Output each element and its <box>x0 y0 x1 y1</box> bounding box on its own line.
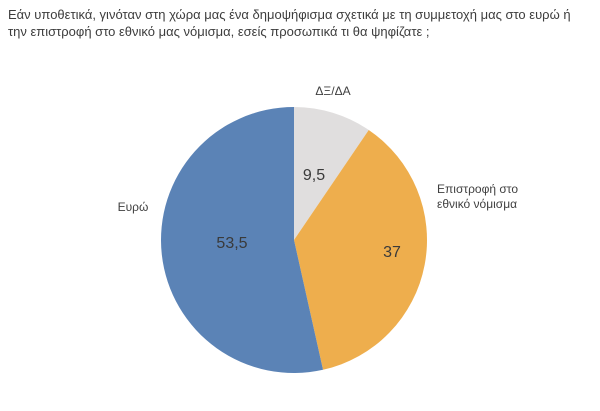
pie-slices-group <box>161 107 428 373</box>
slice-label-euro: Ευρώ <box>117 200 149 214</box>
slice-label-dk-na: ΔΞ/ΔΑ <box>315 84 351 98</box>
pie-slice-2 <box>161 107 324 373</box>
value-label-national-currency: 37 <box>383 244 401 261</box>
chart-title: Εάν υποθετικά, γινόταν στη χώρα μας ένα … <box>8 7 571 39</box>
pie-slice-1 <box>294 129 428 370</box>
value-label-euro: 53,5 <box>216 235 248 252</box>
value-label-dk-na: 9,5 <box>302 167 326 184</box>
pie-slice-0 <box>294 107 369 240</box>
slice-label-national-currency: Επιστροφή στο εθνικό νόμισμα <box>437 182 519 211</box>
